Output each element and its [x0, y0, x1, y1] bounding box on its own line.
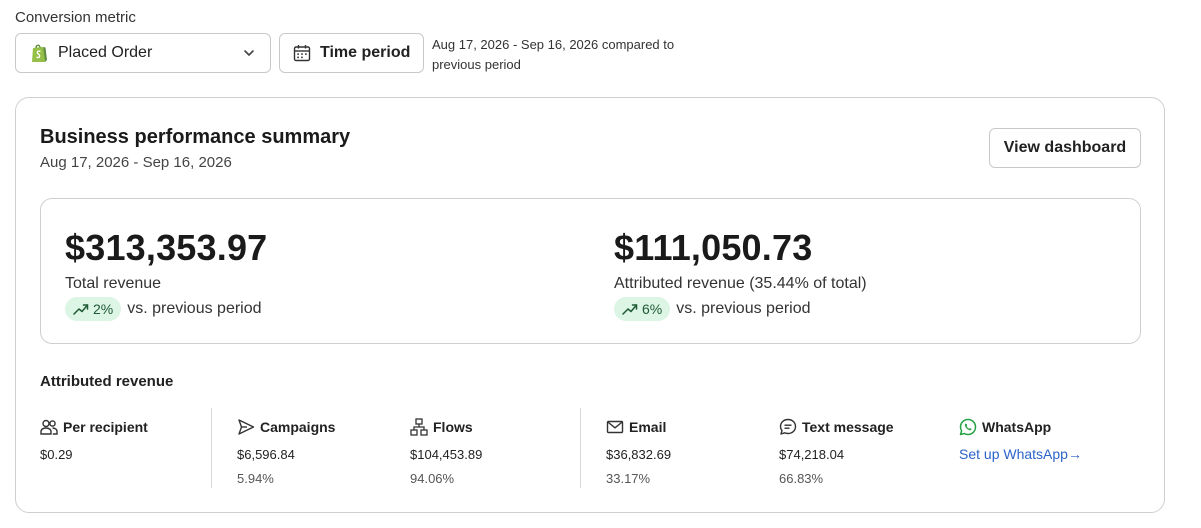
per-recipient-value: $0.29 — [40, 447, 73, 462]
trend-up-icon — [622, 304, 638, 315]
time-period-label: Time period — [320, 44, 411, 61]
attributed-revenue-amount: $111,050.73 — [614, 227, 813, 268]
flows-stat: Flows $104,453.89 94.06% — [410, 418, 482, 486]
flows-percent: 94.06% — [410, 471, 455, 486]
email-value: $36,832.69 — [606, 447, 672, 462]
mail-icon — [606, 420, 624, 434]
business-performance-card: Business performance summary Aug 17, 202… — [15, 97, 1165, 513]
card-date-range: Aug 17, 2026 - Sep 16, 2026 — [40, 154, 232, 171]
shopify-bag-icon — [32, 44, 47, 62]
revenue-summary-box: $313,353.97 Total revenue 2% vs. previou… — [40, 198, 1141, 344]
attributed-revenue-compare: vs. previous period — [676, 300, 811, 317]
column-divider — [580, 408, 581, 488]
campaigns-percent: 5.94% — [237, 471, 274, 486]
attributed-revenue-label: Attributed revenue (35.44% of total) — [614, 275, 867, 292]
total-revenue-amount: $313,353.97 — [65, 227, 268, 268]
attributed-revenue-heading: Attributed revenue — [40, 373, 174, 390]
people-icon — [40, 419, 58, 435]
total-revenue-change-badge: 2% — [65, 297, 122, 321]
text-message-value: $74,218.04 — [779, 447, 845, 462]
chevron-down-icon — [244, 50, 254, 56]
calendar-icon — [293, 45, 311, 62]
campaigns-label: Campaigns — [260, 419, 336, 435]
attributed-revenue-change: 6% — [642, 301, 663, 317]
email-label: Email — [629, 419, 667, 435]
arrow-right-icon: → — [1067, 446, 1082, 462]
campaigns-stat: Campaigns $6,596.84 5.94% — [237, 418, 335, 486]
conversion-metric-select[interactable]: Placed Order — [15, 33, 271, 73]
column-divider — [211, 408, 212, 488]
time-period-button[interactable]: Time period — [279, 33, 424, 73]
total-revenue-label: Total revenue — [65, 275, 162, 292]
flows-value: $104,453.89 — [410, 447, 483, 462]
flow-icon — [410, 418, 428, 436]
per-recipient-stat: Per recipient $0.29 — [40, 418, 148, 462]
per-recipient-label: Per recipient — [63, 419, 148, 435]
text-message-label: Text message — [802, 419, 894, 435]
chat-bubble-icon — [779, 418, 797, 435]
conversion-metric-value: Placed Order — [58, 44, 153, 61]
card-title: Business performance summary — [40, 126, 351, 148]
total-revenue-metric: $313,353.97 Total revenue 2% vs. previou… — [65, 227, 267, 321]
total-revenue-change: 2% — [93, 301, 114, 317]
trend-up-icon — [73, 304, 89, 315]
send-icon — [238, 419, 255, 435]
flows-label: Flows — [433, 419, 473, 435]
text-message-stat: Text message $74,218.04 66.83% — [779, 418, 894, 486]
campaigns-value: $6,596.84 — [237, 447, 295, 462]
email-stat: Email $36,832.69 33.17% — [606, 418, 671, 486]
setup-whatsapp-link[interactable]: Set up WhatsApp→ — [959, 446, 1082, 462]
attributed-revenue-metric: $111,050.73 Attributed revenue (35.44% o… — [614, 227, 867, 321]
view-dashboard-button[interactable]: View dashboard — [989, 128, 1141, 168]
whatsapp-label: WhatsApp — [982, 419, 1052, 435]
setup-whatsapp-text: Set up WhatsApp — [959, 446, 1068, 462]
whatsapp-stat: WhatsApp Set up WhatsApp→ — [959, 418, 1082, 462]
comparison-period-note: Aug 17, 2026 - Sep 16, 2026 compared to … — [432, 37, 675, 72]
email-percent: 33.17% — [606, 471, 651, 486]
total-revenue-compare: vs. previous period — [127, 300, 262, 317]
attributed-revenue-change-badge: 6% — [614, 297, 671, 321]
conversion-metric-label: Conversion metric — [15, 9, 136, 26]
whatsapp-icon — [959, 418, 977, 436]
text-message-percent: 66.83% — [779, 471, 824, 486]
